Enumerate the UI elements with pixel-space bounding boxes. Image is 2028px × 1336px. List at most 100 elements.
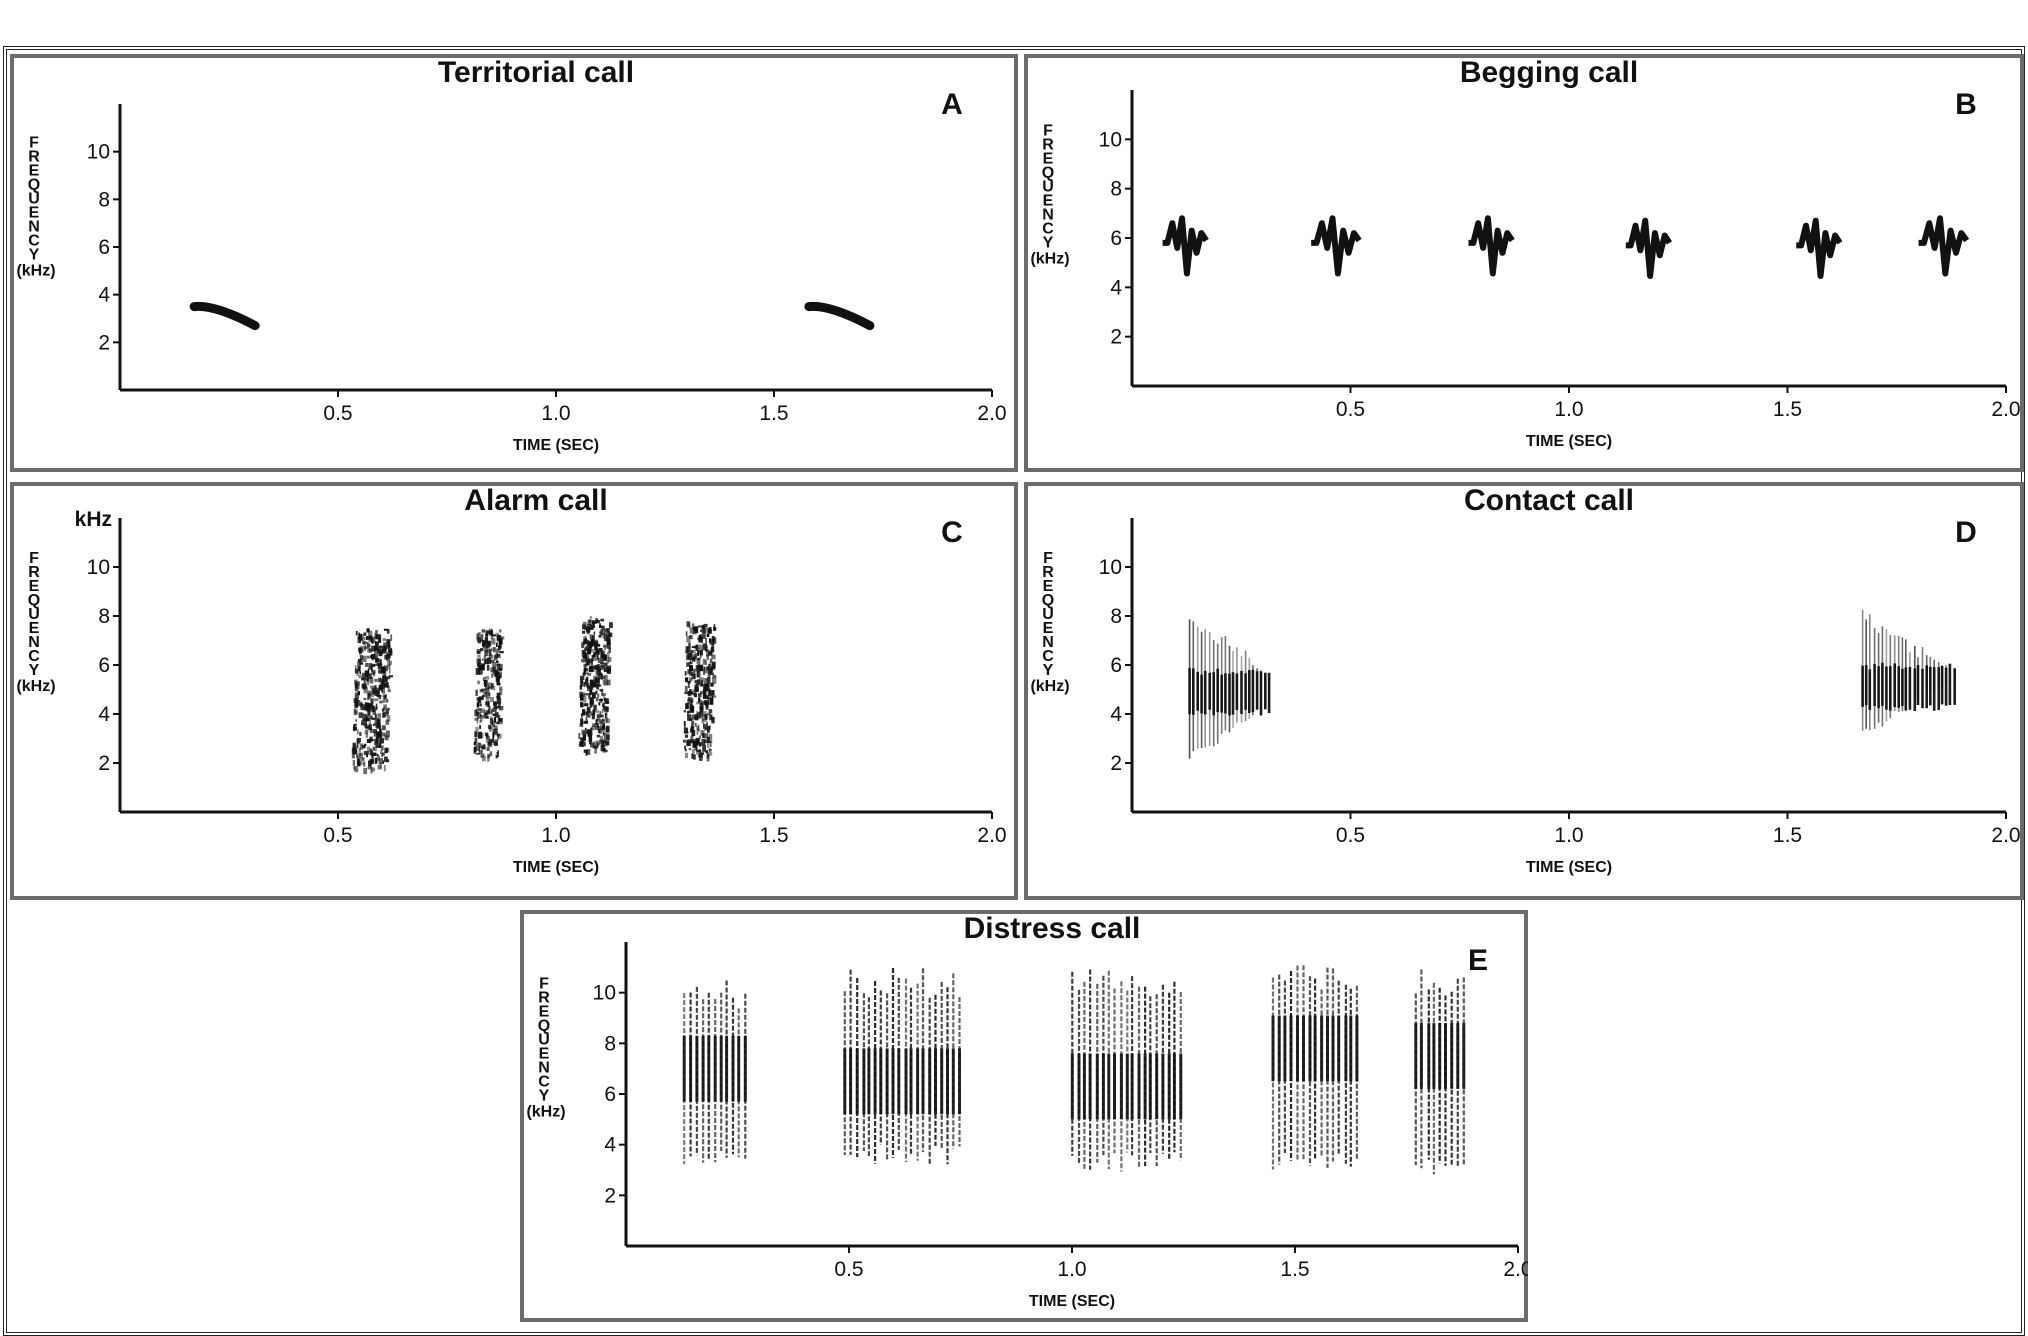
y-tick-label: 4 — [604, 1134, 616, 1157]
y-axis-unit: (kHz) — [16, 263, 55, 280]
call-note — [1162, 215, 1209, 277]
y-axis-label-letter: N — [1042, 634, 1054, 651]
call-note — [682, 980, 747, 1165]
x-tick-label: 0.5 — [323, 402, 352, 425]
call-note — [1311, 215, 1362, 277]
call-note — [1070, 969, 1183, 1172]
spectrogram-marks — [351, 616, 717, 774]
x-tick-label: 2.0 — [977, 402, 1006, 425]
y-axis-label-letter: U — [28, 606, 40, 623]
y-axis-label-letter: F — [1043, 550, 1053, 567]
y-axis-label-letter: C — [1042, 648, 1054, 665]
y-axis-label-letter: U — [28, 191, 40, 208]
y-axis-label-letter: N — [1042, 206, 1054, 223]
spectrogram-E: Distress call E 2 4 6 8 10 0.5 1.0 1.5 2.0 TIME (SE… — [520, 910, 1528, 1322]
x-tick-label: 0.5 — [1336, 398, 1365, 421]
y-axis-unit: (kHz) — [526, 1104, 565, 1121]
x-axis-label: TIME (SEC) — [1029, 1293, 1115, 1310]
panel-border — [10, 482, 1018, 900]
call-note — [804, 301, 875, 331]
y-axis-label-letter: E — [29, 620, 40, 637]
x-tick-label: 1.5 — [1773, 398, 1802, 421]
call-note — [351, 628, 393, 774]
x-tick-label: 0.5 — [834, 1258, 863, 1281]
x-axis-label: TIME (SEC) — [1526, 433, 1612, 450]
y-axis-label-letter: U — [538, 1032, 550, 1049]
y-axis-label-letter: E — [539, 1004, 550, 1021]
y-tick-label: 4 — [1110, 703, 1122, 726]
y-axis-label-letter: Q — [1042, 164, 1054, 181]
panel-border — [520, 910, 1528, 1322]
call-note — [1188, 619, 1271, 759]
y-tick-label: 4 — [98, 703, 110, 726]
y-axis-label-letter: Q — [28, 177, 40, 194]
y-tick-label: 4 — [1110, 276, 1122, 299]
x-tick-label: 2.0 — [977, 824, 1006, 847]
y-axis-label-letter: N — [538, 1060, 550, 1077]
x-tick-label: 1.0 — [1554, 824, 1583, 847]
y-tick-label: 8 — [1110, 178, 1122, 201]
panel-letter: C — [941, 516, 963, 549]
x-tick-label: 1.0 — [1554, 398, 1583, 421]
x-tick-label: 0.5 — [1336, 824, 1365, 847]
x-tick-label: 2.0 — [1503, 1258, 1528, 1281]
y-axis-label-letter: Q — [1042, 592, 1054, 609]
y-axis-unit: (kHz) — [1030, 250, 1069, 267]
y-tick-label: 6 — [1110, 227, 1122, 250]
y-axis-label-letter: E — [1043, 192, 1054, 209]
y-axis-label-letter: E — [1043, 620, 1054, 637]
y-tick-label: 2 — [98, 331, 110, 354]
panel-contact-call: Contact call D 2 4 6 8 10 0.5 1.0 1.5 2.0 TIME (SEC… — [1024, 482, 2024, 900]
chart-title: Begging call — [1460, 56, 1638, 89]
y-tick-label: 8 — [98, 605, 110, 628]
spectrogram-marks — [189, 301, 875, 331]
x-tick-label: 1.0 — [541, 824, 570, 847]
panel-letter: E — [1468, 944, 1488, 977]
call-note — [473, 628, 505, 762]
y-axis-unit: (kHz) — [1030, 678, 1069, 695]
y-axis-label-letter: R — [28, 564, 40, 581]
x-tick-label: 1.5 — [1773, 824, 1802, 847]
y-axis-label-letter: U — [1042, 178, 1054, 195]
y-axis-label-letter: E — [29, 205, 40, 222]
y-axis-label-letter: Q — [28, 592, 40, 609]
y-axis-label-letter: E — [539, 1046, 550, 1063]
y-axis-label-letter: Y — [539, 1088, 550, 1105]
y-axis-label-letter: Y — [1043, 662, 1054, 679]
y-axis-label-letter: F — [1043, 122, 1053, 139]
y-axis-label-letter: N — [28, 219, 40, 236]
y-axis-unit: (kHz) — [16, 678, 55, 695]
call-note — [1918, 215, 1970, 277]
y-axis-label-letter: E — [29, 163, 40, 180]
y-tick-label: 2 — [1110, 326, 1122, 349]
x-axis-label: TIME (SEC) — [513, 437, 599, 454]
y-tick-label: 2 — [1110, 752, 1122, 775]
x-tick-label: 2.0 — [1991, 824, 2020, 847]
chart-title: Distress call — [964, 912, 1141, 945]
call-note — [1414, 969, 1466, 1175]
y-tick-label: 2 — [98, 752, 110, 775]
call-note — [1271, 965, 1359, 1170]
y-axis-label-letter: Y — [29, 247, 40, 264]
chart-title: Territorial call — [438, 56, 634, 89]
panel-begging-call: Begging call B 2 4 6 8 10 0.5 1.0 1.5 2.0 TIME (SEC… — [1024, 54, 2024, 472]
call-note — [683, 621, 717, 762]
call-note — [578, 616, 613, 756]
x-tick-label: 2.0 — [1991, 398, 2020, 421]
call-note — [1861, 609, 1957, 731]
y-tick-label: 6 — [98, 654, 110, 677]
panel-letter: D — [1955, 516, 1977, 549]
panel-alarm-call: Alarm call C 2 4 6 8 10 0.5 1.0 1.5 2.0 TIME (SEC) F… — [10, 482, 1018, 900]
panel-distress-call: Distress call E 2 4 6 8 10 0.5 1.0 1.5 2.0 TIME (SE… — [520, 910, 1528, 1322]
x-tick-label: 1.5 — [759, 402, 788, 425]
y-axis-label-letter: R — [538, 990, 550, 1007]
x-tick-label: 1.5 — [759, 824, 788, 847]
spectrogram-C: Alarm call C 2 4 6 8 10 0.5 1.0 1.5 2.0 TIME (SEC) F… — [10, 482, 1018, 900]
y-tick-label: 6 — [1110, 654, 1122, 677]
panel-border — [1024, 482, 2024, 900]
y-axis-label-letter: Y — [29, 662, 40, 679]
x-tick-label: 1.5 — [1280, 1258, 1309, 1281]
panel-territorial-call: Territorial call A 2 4 6 8 10 0.5 1.0 1.5 2.0 TIME … — [10, 54, 1018, 472]
y-tick-label: 10 — [1099, 128, 1122, 151]
y-axis-label-letter: C — [1042, 220, 1054, 237]
